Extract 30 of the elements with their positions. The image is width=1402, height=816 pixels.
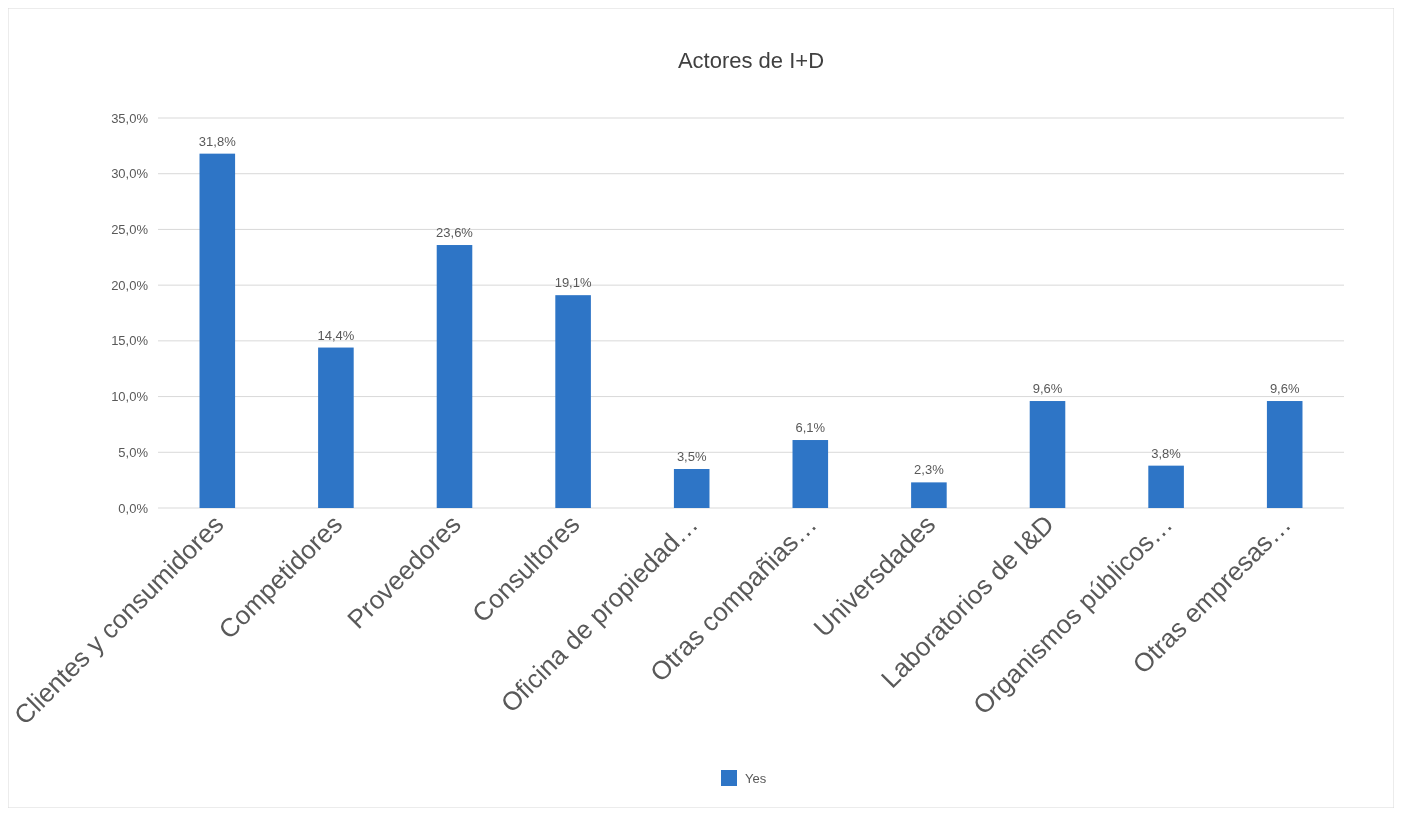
bar xyxy=(1029,401,1066,508)
chart-title: Actores de I+D xyxy=(677,48,825,73)
y-tick-label: 35,0% xyxy=(111,110,149,126)
bar xyxy=(1148,465,1184,508)
data-label: 31,8% xyxy=(198,133,237,149)
bar xyxy=(792,440,829,508)
y-tick-label: 15,0% xyxy=(111,333,149,349)
y-tick-label: 5,0% xyxy=(118,444,149,460)
y-tick-label: 30,0% xyxy=(111,166,149,182)
y-tick-label: 25,0% xyxy=(111,221,149,237)
bar xyxy=(436,245,473,508)
data-label: 23,6% xyxy=(436,225,474,241)
data-label: 19,1% xyxy=(554,275,592,291)
y-tick-label: 10,0% xyxy=(111,389,149,405)
bar xyxy=(555,295,591,508)
bar xyxy=(911,482,947,508)
data-label: 9,6% xyxy=(1269,381,1300,397)
y-tick-label: 20,0% xyxy=(111,277,149,293)
bar xyxy=(673,469,710,508)
data-label: 3,8% xyxy=(1151,445,1182,461)
y-tick-label: 0,0% xyxy=(118,500,149,516)
data-label: 9,6% xyxy=(1032,381,1063,397)
data-label: 2,3% xyxy=(914,462,945,478)
bar xyxy=(1266,401,1303,508)
legend-label: Yes xyxy=(745,770,767,786)
data-label: 6,1% xyxy=(795,420,826,436)
bar xyxy=(318,347,354,508)
data-label: 3,5% xyxy=(676,449,707,464)
bar xyxy=(199,153,236,508)
data-label: 14,4% xyxy=(317,327,355,343)
